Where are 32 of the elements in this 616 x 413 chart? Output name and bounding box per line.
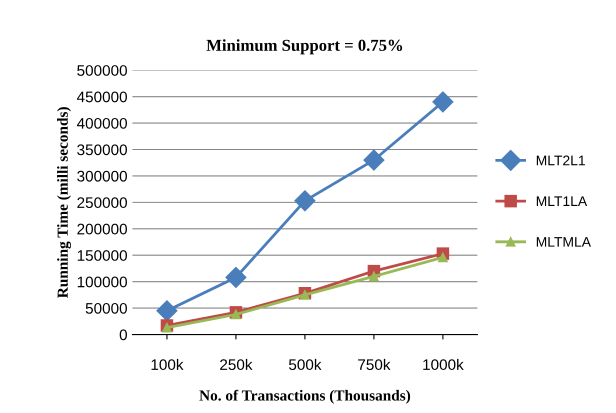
x-tick-label: 100k — [152, 358, 184, 370]
legend-label: MLT2L1 — [536, 156, 585, 166]
y-tick-label: 50000 — [86, 302, 127, 314]
point — [156, 300, 178, 322]
y-tick-label: 150000 — [78, 250, 127, 261]
y-tick-label: 100000 — [78, 276, 127, 288]
y-axis-title: Running Time (milli seconds) — [57, 107, 72, 298]
x-tick-label: 500k — [288, 358, 322, 370]
legend-label: MLT1LA — [536, 196, 588, 206]
point — [162, 322, 172, 333]
y-tick-label: 0 — [120, 329, 127, 340]
point — [300, 290, 310, 300]
chart-title: Minimum Support = 0.75% — [206, 39, 402, 54]
y-tick-label: 200000 — [77, 224, 127, 234]
x-tick-label: 750k — [358, 358, 390, 370]
x-axis-title: No. of Transactions (Thousands) — [199, 390, 410, 404]
point — [432, 91, 454, 112]
point — [363, 150, 384, 171]
point — [294, 190, 316, 212]
x-tick-label: 250k — [220, 358, 253, 370]
y-tick-label: 250000 — [77, 197, 127, 208]
x-tick-label: 1000k — [423, 358, 464, 370]
point — [438, 252, 448, 262]
y-tick-label: 500000 — [77, 65, 127, 76]
y-tick-label: 300000 — [77, 170, 127, 182]
y-tick-label: 450000 — [76, 92, 127, 102]
point — [225, 266, 246, 288]
legend-label: MLTMLA — [536, 237, 591, 247]
y-tick-label: 350000 — [77, 144, 127, 156]
y-tick-label: 400000 — [76, 118, 127, 129]
point — [231, 310, 241, 320]
point — [369, 272, 379, 282]
